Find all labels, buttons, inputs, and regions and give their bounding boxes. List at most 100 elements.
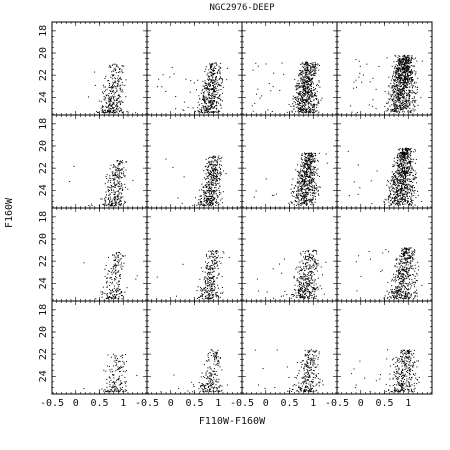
star-point xyxy=(161,86,163,88)
star-point xyxy=(303,165,305,167)
star-point xyxy=(412,57,414,59)
star-point xyxy=(313,188,315,190)
star-point xyxy=(220,85,222,87)
star-point xyxy=(114,183,116,185)
star-point xyxy=(197,101,199,103)
star-point xyxy=(390,192,392,194)
star-point xyxy=(398,87,400,89)
star-point xyxy=(214,159,216,161)
star-point xyxy=(110,99,112,101)
star-point xyxy=(407,201,409,203)
star-point xyxy=(220,67,222,69)
star-point xyxy=(119,107,121,109)
star-point xyxy=(303,88,305,90)
star-point xyxy=(397,168,399,170)
y-tick-label: 24 xyxy=(38,184,49,196)
star-point xyxy=(406,168,408,170)
star-point xyxy=(400,70,402,71)
star-point xyxy=(204,71,206,73)
star-point xyxy=(107,181,109,183)
star-point xyxy=(398,93,400,95)
star-point xyxy=(409,203,411,205)
star-point xyxy=(252,110,254,112)
star-point xyxy=(113,81,115,83)
star-point xyxy=(202,112,204,114)
star-point xyxy=(120,91,122,93)
star-point xyxy=(119,169,121,171)
star-point xyxy=(326,162,328,164)
star-point xyxy=(399,182,401,184)
star-point xyxy=(305,76,307,78)
star-point xyxy=(207,199,209,201)
star-point xyxy=(108,99,110,101)
star-point xyxy=(310,168,312,170)
star-point xyxy=(388,85,390,87)
star-point xyxy=(313,103,315,105)
star-point xyxy=(406,195,408,197)
star-point xyxy=(300,80,302,82)
star-point xyxy=(120,200,122,202)
star-point xyxy=(299,90,301,92)
star-point xyxy=(212,100,214,102)
star-point xyxy=(304,173,306,175)
star-point xyxy=(409,107,411,109)
star-point xyxy=(304,201,306,203)
star-point xyxy=(390,87,392,89)
star-point xyxy=(415,71,417,73)
star-point xyxy=(206,169,208,171)
star-point xyxy=(301,97,303,99)
star-point xyxy=(213,99,215,101)
star-point xyxy=(205,99,207,101)
star-point xyxy=(306,108,308,110)
star-point xyxy=(310,85,312,87)
star-point xyxy=(119,110,121,112)
star-point xyxy=(124,176,126,178)
star-point xyxy=(394,102,396,104)
star-point xyxy=(297,99,299,101)
star-point xyxy=(303,164,305,166)
star-point xyxy=(405,106,407,108)
star-point xyxy=(309,167,311,169)
star-point xyxy=(402,93,404,95)
star-point xyxy=(310,65,312,67)
star-point xyxy=(206,96,208,98)
star-point xyxy=(209,97,211,99)
star-point xyxy=(292,178,294,180)
star-point xyxy=(317,168,319,170)
star-point xyxy=(399,178,401,180)
star-point xyxy=(304,98,306,100)
star-point xyxy=(411,192,413,194)
star-point xyxy=(213,90,215,92)
star-point xyxy=(392,85,394,87)
star-point xyxy=(112,174,114,176)
star-point xyxy=(220,168,222,170)
star-point xyxy=(369,81,371,83)
star-point xyxy=(296,85,298,87)
star-point xyxy=(391,176,393,178)
star-point xyxy=(271,194,273,196)
star-point xyxy=(308,183,310,185)
star-point xyxy=(402,194,404,196)
star-point xyxy=(408,92,410,94)
star-point xyxy=(310,199,312,201)
star-point xyxy=(208,102,210,104)
star-point xyxy=(298,108,300,110)
star-point xyxy=(310,171,312,173)
star-point xyxy=(405,171,407,173)
star-point xyxy=(303,83,305,85)
star-point xyxy=(211,166,213,168)
star-point xyxy=(298,171,300,173)
star-point xyxy=(108,101,110,103)
star-point xyxy=(213,164,215,166)
star-point xyxy=(298,104,300,106)
star-point xyxy=(399,106,401,108)
star-point xyxy=(393,183,395,185)
star-point xyxy=(105,204,107,206)
star-point xyxy=(217,109,219,111)
star-point xyxy=(212,166,214,168)
star-point xyxy=(204,106,206,108)
star-point xyxy=(216,164,218,166)
star-point xyxy=(312,156,313,158)
star-point xyxy=(403,82,405,84)
star-point xyxy=(397,110,399,112)
